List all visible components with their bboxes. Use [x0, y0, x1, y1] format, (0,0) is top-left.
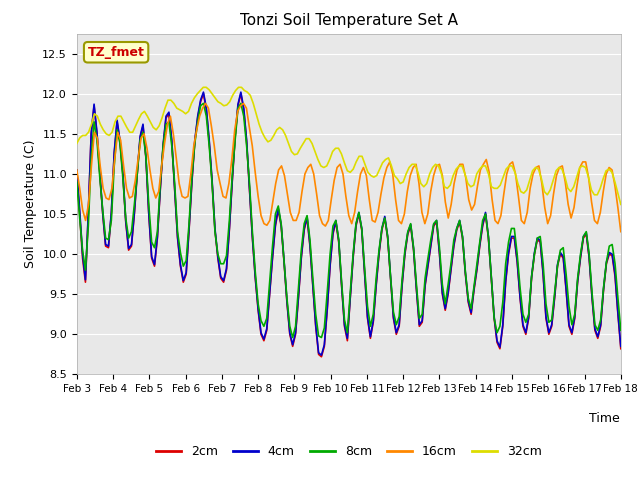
- Text: TZ_fmet: TZ_fmet: [88, 46, 145, 59]
- Y-axis label: Soil Temperature (C): Soil Temperature (C): [24, 140, 36, 268]
- X-axis label: Time: Time: [589, 412, 620, 425]
- Legend: 2cm, 4cm, 8cm, 16cm, 32cm: 2cm, 4cm, 8cm, 16cm, 32cm: [151, 440, 547, 463]
- Title: Tonzi Soil Temperature Set A: Tonzi Soil Temperature Set A: [240, 13, 458, 28]
